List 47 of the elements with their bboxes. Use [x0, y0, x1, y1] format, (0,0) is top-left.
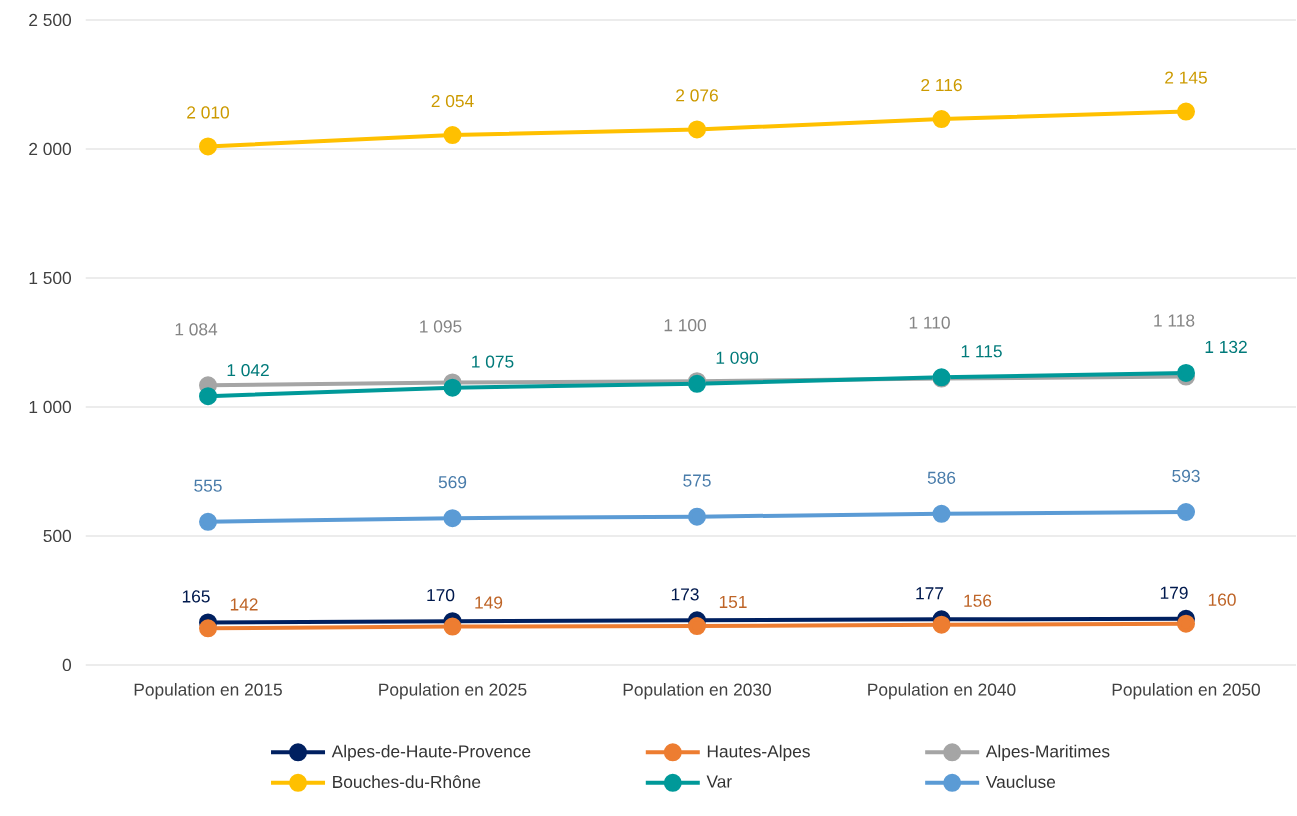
data-label: 569 [438, 476, 467, 489]
legend-label: Var [706, 775, 732, 788]
y-tick-label: 500 [43, 529, 72, 543]
data-label: 1 075 [472, 355, 514, 368]
data-label: 151 [719, 595, 747, 609]
data-label: 555 [194, 479, 222, 492]
data-label: 173 [671, 588, 699, 601]
data-label: 149 [475, 596, 503, 609]
legend-label: Vaucluse [985, 775, 1056, 789]
data-label: 177 [916, 587, 944, 600]
data-label: 165 [182, 590, 210, 603]
data-label: 142 [230, 598, 258, 611]
data-label: 2 116 [921, 78, 962, 92]
data-label: 160 [1208, 593, 1236, 606]
data-label: 170 [427, 588, 455, 602]
data-label: 2 010 [187, 106, 229, 119]
data-label: 593 [1172, 469, 1200, 483]
y-tick-label: 0 [62, 658, 72, 672]
x-tick-label: Population en 2050 [1112, 683, 1260, 700]
legend-label: Bouches-du-Rhône [333, 775, 481, 789]
x-tick-label: Population en 2040 [868, 683, 1016, 700]
legend-label: Alpes-de-Haute-Provence [331, 744, 531, 761]
data-label: 156 [964, 594, 992, 607]
legend-label: Hautes-Alpes [707, 744, 810, 761]
data-label: 1 118 [1154, 314, 1195, 327]
legend-label: Alpes-Maritimes [985, 744, 1110, 761]
data-label: 1 115 [961, 345, 1002, 358]
data-label: 586 [927, 471, 956, 484]
y-tick-label: 2 000 [29, 142, 72, 156]
data-label: 179 [1160, 586, 1188, 599]
y-tick-label: 1 500 [29, 271, 72, 285]
x-tick-label: Population en 2015 [134, 683, 282, 700]
data-label: 1 132 [1205, 340, 1247, 354]
data-label: 1 042 [227, 364, 269, 377]
data-label: 575 [683, 474, 711, 487]
data-label: 2 076 [676, 89, 718, 102]
data-label: 1 110 [909, 316, 950, 329]
data-label: 1 090 [716, 351, 758, 364]
x-tick-label: Population en 2030 [623, 683, 771, 700]
x-tick-label: Population en 2025 [379, 683, 527, 700]
data-label: 1 084 [175, 323, 218, 336]
data-label: 1 100 [664, 319, 706, 332]
data-label: 1 095 [420, 320, 462, 333]
y-tick-label: 2 500 [29, 13, 72, 27]
data-label: 2 054 [431, 94, 474, 108]
y-tick-label: 1 000 [29, 400, 72, 414]
data-label: 2 145 [1165, 71, 1207, 84]
